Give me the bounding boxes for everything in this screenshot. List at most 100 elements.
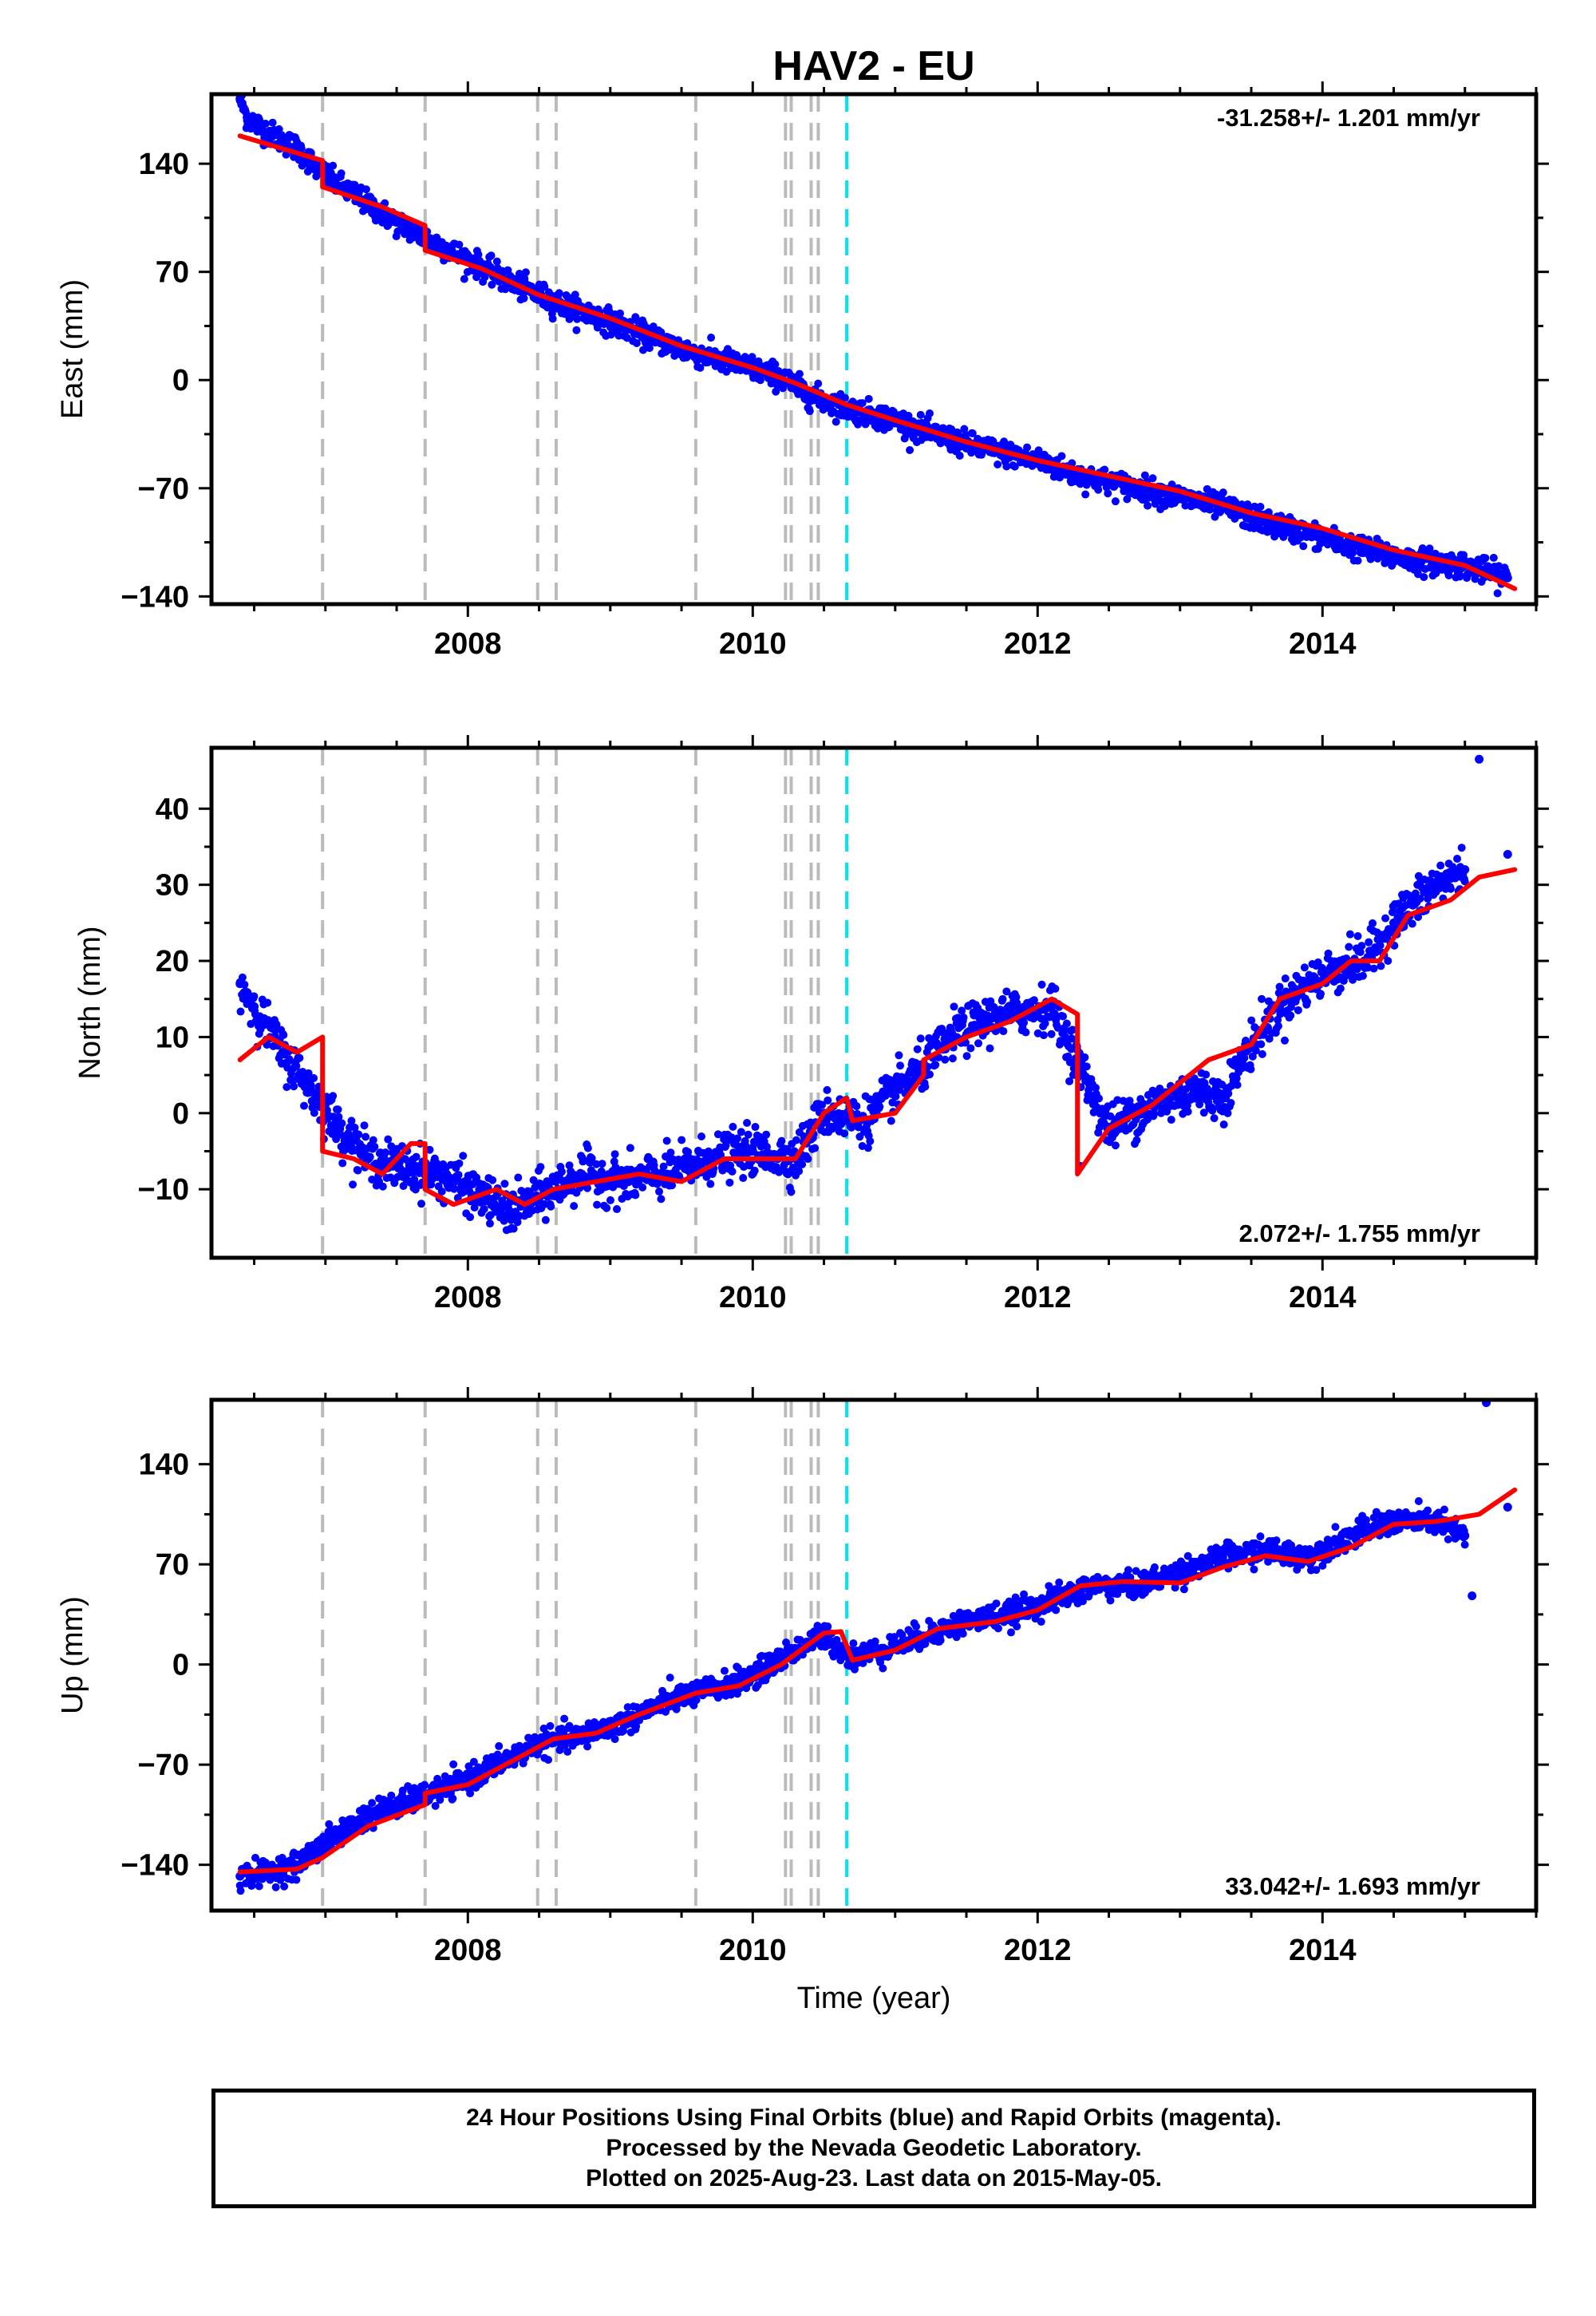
data-point [875, 1102, 884, 1111]
y-tick-label: 140 [139, 148, 189, 181]
data-point [697, 1132, 706, 1140]
y-tick-label: 40 [156, 792, 189, 826]
data-point [795, 370, 804, 378]
data-point [948, 1054, 957, 1063]
data-point [1020, 1018, 1029, 1027]
data-point [832, 417, 840, 426]
data-point [333, 1132, 342, 1140]
data-point [436, 1796, 444, 1804]
data-point [941, 1055, 950, 1064]
data-point [662, 1136, 671, 1145]
data-point [1489, 553, 1498, 562]
data-point [540, 1199, 549, 1208]
data-point [448, 1794, 457, 1803]
data-point [360, 1121, 369, 1130]
data-point [891, 1092, 900, 1101]
data-point [798, 1160, 807, 1169]
data-point [1481, 554, 1490, 563]
data-point [958, 1006, 966, 1015]
data-point [593, 1200, 602, 1209]
data-point [1059, 1012, 1068, 1021]
data-point [310, 1073, 318, 1082]
data-point [337, 169, 346, 178]
data-point [852, 1102, 861, 1111]
data-point [1094, 485, 1103, 494]
data-point [916, 1034, 925, 1043]
data-point [519, 294, 528, 302]
data-point [1460, 877, 1469, 886]
data-point [925, 409, 934, 417]
data-point [762, 1130, 771, 1139]
data-point [1493, 589, 1502, 598]
data-point [626, 1144, 634, 1152]
data-point [1021, 1028, 1030, 1037]
data-point [1095, 1094, 1104, 1103]
y-axis-label: East (mm) [56, 279, 89, 419]
data-point [1248, 1052, 1257, 1061]
data-point [449, 1184, 458, 1193]
data-point [546, 1721, 555, 1730]
data-point [1150, 1109, 1159, 1118]
data-point [536, 1163, 545, 1172]
data-point [998, 994, 1007, 1003]
data-point [616, 309, 625, 318]
data-point [1051, 984, 1060, 993]
data-point [1246, 1065, 1255, 1073]
data-point [1457, 844, 1466, 852]
data-point [1250, 502, 1259, 511]
data-point [1100, 465, 1109, 474]
data-point [1002, 987, 1011, 996]
data-point [999, 1027, 1008, 1036]
data-point [240, 980, 249, 989]
data-point [271, 1883, 280, 1891]
data-point [1057, 452, 1066, 460]
data-point [762, 1143, 771, 1152]
data-point [737, 1128, 745, 1136]
data-point [421, 1780, 429, 1789]
data-point [282, 1083, 291, 1092]
data-point [1368, 919, 1377, 927]
data-point [1475, 754, 1484, 764]
data-point [1345, 930, 1354, 939]
data-point [795, 1167, 804, 1176]
data-point [464, 1762, 473, 1771]
data-point [329, 161, 338, 170]
data-point [1041, 1019, 1049, 1028]
data-point [1144, 501, 1152, 510]
data-point [1111, 497, 1120, 506]
data-point [1211, 512, 1219, 521]
y-tick-label: −10 [138, 1173, 189, 1207]
data-point [771, 360, 780, 369]
data-point [959, 1013, 968, 1022]
data-point [460, 275, 468, 283]
data-point [1037, 980, 1046, 989]
data-point [1377, 962, 1385, 970]
data-point [1219, 488, 1227, 497]
data-point [1384, 957, 1393, 966]
data-point [255, 1882, 263, 1891]
data-point [1219, 1120, 1228, 1129]
data-point [666, 1148, 675, 1157]
data-point [895, 1051, 903, 1060]
data-point [602, 1203, 611, 1212]
data-point [548, 314, 557, 323]
data-point [1324, 949, 1333, 958]
data-point [1199, 1109, 1208, 1117]
data-point [1081, 490, 1090, 499]
data-point [544, 1756, 553, 1765]
data-point [1376, 941, 1385, 950]
data-point [725, 1178, 734, 1187]
data-point [1446, 884, 1455, 893]
data-point [645, 344, 654, 353]
data-point [824, 1096, 832, 1105]
data-point [338, 1159, 347, 1168]
y-tick-label: 30 [156, 869, 189, 903]
data-point [925, 1070, 934, 1079]
data-point [1432, 569, 1440, 578]
data-point [1300, 963, 1309, 972]
data-point [300, 1101, 309, 1110]
